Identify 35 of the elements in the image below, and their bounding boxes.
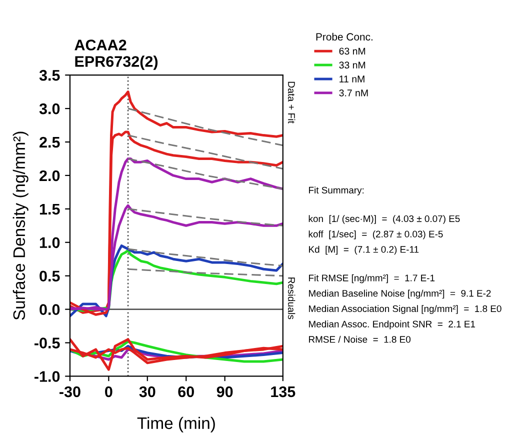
legend-label: 3.7 nM <box>339 89 368 96</box>
y-tick-label: 1.0 <box>40 237 60 248</box>
x-axis-title: Time (min) <box>137 416 215 432</box>
x-tick-label: 60 <box>178 386 194 398</box>
legend-title: Probe Conc. <box>316 32 372 41</box>
legend-label: 33 nM <box>339 62 366 69</box>
y-axis-title: Surface Density (ng/mm²) <box>12 132 28 320</box>
y-tick-label: 0.0 <box>40 304 60 315</box>
y-tick-label: 0.5 <box>40 270 60 282</box>
x-tick-label: -30 <box>60 386 80 398</box>
chart-title: ACAA2 EPR6732(2) <box>74 40 158 70</box>
x-tick-label: 0 <box>105 386 112 398</box>
y-tick-label: -0.5 <box>34 338 60 348</box>
text: Fit RMSE [ng/mm²] = 1.7 E-1 <box>309 274 435 284</box>
x-tick-label: 30 <box>139 386 156 398</box>
legend-label: 11 nM <box>340 76 364 82</box>
y-tick-label: 3.0 <box>39 103 60 114</box>
y-tick-label: -1.0 <box>34 371 60 382</box>
text: Data + Fit <box>288 82 296 124</box>
text: koff [1/sec] = (2.87 ± 0.03) E-5 <box>308 230 443 240</box>
y-tick-label: 1.5 <box>40 204 60 215</box>
text: kon [1/ (sec·M)] = (4.03 ± 0.07) E5 <box>308 215 460 224</box>
x-tick-label: 135 <box>271 386 296 398</box>
x-tick-label: 90 <box>216 386 233 398</box>
y-tick-label: 3.5 <box>39 70 60 81</box>
text: Median Baseline Noise [ng/mm²] = 9.1 E-2 <box>309 290 491 299</box>
y-tick-label: 2.5 <box>40 136 60 148</box>
legend-label: 63 nM <box>339 48 366 55</box>
text: Kd [M] = (7.1 ± 0.2) E-11 <box>309 246 419 255</box>
text: Median Association Signal [ng/mm²] = 1.8 E0 <box>309 305 502 314</box>
text: RMSE / Noise = 1.8 E0 <box>309 336 411 343</box>
text: Residuals <box>288 278 296 320</box>
text: Median Assoc. Endpoint SNR = 2.1 E1 <box>309 320 476 330</box>
y-tick-label: 2.0 <box>40 170 60 182</box>
text: Fit Summary: <box>309 186 364 196</box>
